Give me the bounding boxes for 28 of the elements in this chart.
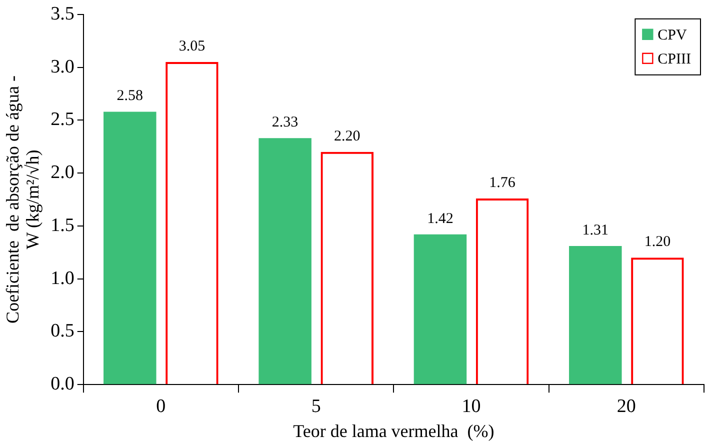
bar: [414, 234, 467, 384]
legend-label: CPIII: [658, 51, 692, 68]
x-axis-title: Teor de lama vermelha (%): [293, 420, 494, 441]
data-label: 2.33: [272, 114, 298, 131]
bar: [258, 138, 312, 384]
y-tick-label: 2.0: [50, 162, 74, 184]
y-tick-label: 0.0: [50, 374, 74, 395]
y-axis-title: Coeficiente de absorção de água - W (kg/m²/√h): [2, 76, 42, 324]
y-tick-label: 3.0: [50, 56, 74, 78]
x-tick-label: 10: [462, 396, 481, 417]
data-label: 1.20: [644, 234, 671, 250]
x-tick-label: 20: [616, 396, 636, 417]
data-label: 1.31: [582, 222, 609, 238]
y-tick-label: 1.5: [50, 214, 74, 236]
bar: [569, 246, 622, 384]
data-label: 2.58: [116, 88, 144, 104]
y-tick-label: 2.5: [50, 109, 74, 130]
data-label: 1.42: [427, 210, 454, 227]
y-tick-label: 0.5: [50, 320, 74, 342]
legend-label: CPV: [658, 27, 688, 44]
y-tick-label: 1.0: [50, 268, 74, 289]
bar: [104, 112, 156, 384]
data-label: 1.76: [489, 174, 516, 191]
data-label: 2.20: [334, 128, 360, 144]
y-tick-label: 3.5: [50, 3, 74, 24]
x-tick-label: 5: [311, 396, 321, 417]
data-label: 3.05: [178, 38, 206, 54]
x-tick-label: 0: [156, 396, 166, 417]
